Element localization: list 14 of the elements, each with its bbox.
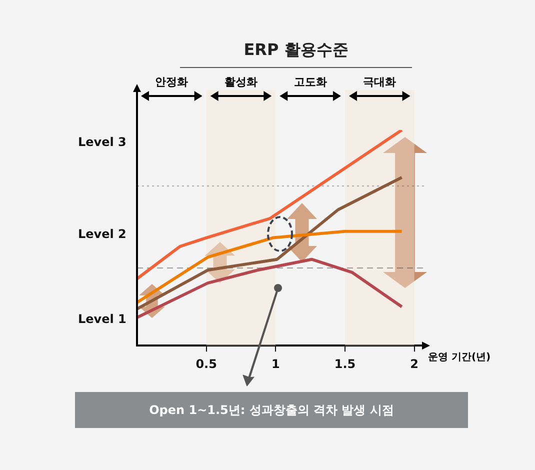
text: 극대화 xyxy=(363,75,396,88)
x-tick-label: 1 xyxy=(271,356,280,371)
text: 활성화 xyxy=(224,75,258,88)
x-tick-label: 2 xyxy=(410,356,418,371)
x-tick-label: 1.5 xyxy=(334,356,356,371)
x-axis-title: 운영 기간(년) xyxy=(428,352,491,364)
text: 고도화 xyxy=(294,75,327,88)
text: Level 1 xyxy=(78,312,126,326)
x-tick-label: 0.5 xyxy=(196,356,217,371)
text: Level 3 xyxy=(78,135,126,149)
chart-title: ERP 활용수준 xyxy=(180,40,412,68)
text: 안정화 xyxy=(155,75,188,88)
text: Open 1~1.5년: 성과창출의 격차 발생 시점 xyxy=(75,392,468,428)
text: Level 2 xyxy=(78,227,126,241)
